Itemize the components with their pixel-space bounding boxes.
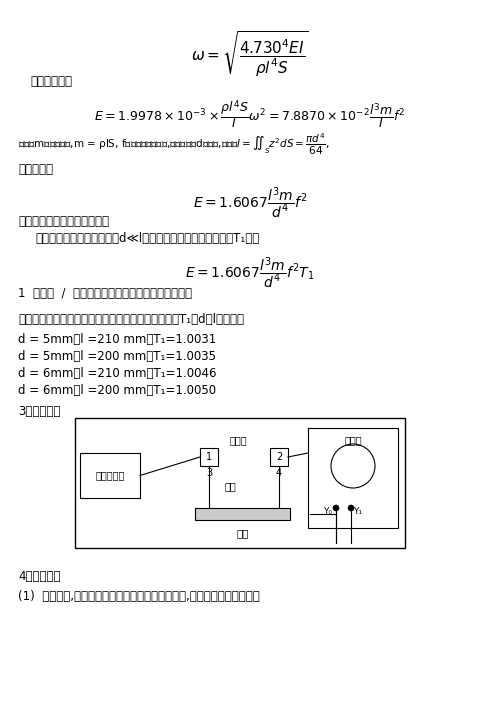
Text: Y₁: Y₁ — [354, 506, 362, 515]
Circle shape — [333, 505, 339, 511]
Text: 4．实验任务: 4．实验任务 — [18, 570, 60, 583]
Text: 带入上式得: 带入上式得 — [18, 163, 53, 176]
Text: 示波器: 示波器 — [344, 435, 362, 445]
Text: 试样: 试样 — [236, 528, 249, 538]
Text: 4: 4 — [276, 468, 282, 478]
Text: d = 5mm，l =200 mm，T₁=1.0035: d = 5mm，l =200 mm，T₁=1.0035 — [18, 350, 216, 363]
Text: 1  可根据  /  的不同数值和材料的泊松比查表得到。: 1 可根据 / 的不同数值和材料的泊松比查表得到。 — [18, 287, 192, 300]
Text: 2: 2 — [276, 452, 282, 462]
Text: Y₀: Y₀ — [324, 506, 332, 515]
Text: d = 6mm，l =210 mm，T₁=1.0046: d = 6mm，l =210 mm，T₁=1.0046 — [18, 367, 216, 380]
Text: 这就是本实验用的计算公式。: 这就是本实验用的计算公式。 — [18, 215, 109, 228]
Text: d = 5mm，l =210 mm，T₁=1.0031: d = 5mm，l =210 mm，T₁=1.0031 — [18, 333, 216, 346]
Text: 上式中m为棒的质量,m = ρlS, f为圆棒的基振频率,对于直径为d的圆棒,惯量矩$I = \iint_S z^2 dS = \dfrac{\pi d^4}{: 上式中m为棒的质量,m = ρlS, f为圆棒的基振频率,对于直径为d的圆棒,惯… — [18, 132, 330, 157]
Text: $E = 1.9978 \times 10^{-3} \times \dfrac{\rho l^4 S}{I} \omega^2 = 7.8870 \times: $E = 1.9978 \times 10^{-3} \times \dfrac… — [94, 98, 406, 130]
Text: $E = 1.6067 \dfrac{l^3 m}{d^4} f^2 T_1$: $E = 1.6067 \dfrac{l^3 m}{d^4} f^2 T_1$ — [186, 255, 314, 290]
Text: (1)  连接线路,阅读信号发生器与示波器的有关资料,学习调节和使用方法。: (1) 连接线路,阅读信号发生器与示波器的有关资料,学习调节和使用方法。 — [18, 590, 260, 603]
Text: 1: 1 — [206, 452, 212, 462]
Text: 我们试验中用到了四种几何尺寸的黄铜、紫铜圆杆，T₁随d、l变化如下: 我们试验中用到了四种几何尺寸的黄铜、紫铜圆杆，T₁随d、l变化如下 — [18, 313, 244, 326]
Circle shape — [348, 505, 354, 511]
Text: 换能器: 换能器 — [230, 435, 248, 445]
Text: 悬线: 悬线 — [224, 481, 236, 491]
Text: 解出弹性模量: 解出弹性模量 — [30, 75, 72, 88]
Text: 3: 3 — [206, 468, 212, 478]
Text: $E = 1.6067 \dfrac{l^3 m}{d^4} f^2$: $E = 1.6067 \dfrac{l^3 m}{d^4} f^2$ — [193, 185, 307, 220]
Text: 3．实验装置: 3．实验装置 — [18, 405, 60, 418]
Text: 实际测量时，由于不能满足d≪l，此时上式应乘上一修正系数T₁，即: 实际测量时，由于不能满足d≪l，此时上式应乘上一修正系数T₁，即 — [35, 232, 259, 245]
Polygon shape — [195, 508, 290, 520]
Text: d = 6mm，l =200 mm，T₁=1.0050: d = 6mm，l =200 mm，T₁=1.0050 — [18, 384, 216, 397]
Text: 信号发生器: 信号发生器 — [96, 471, 124, 481]
Text: $\omega = \sqrt{\dfrac{4.730^4 EI}{\rho l^4 S}}$: $\omega = \sqrt{\dfrac{4.730^4 EI}{\rho … — [191, 30, 309, 79]
